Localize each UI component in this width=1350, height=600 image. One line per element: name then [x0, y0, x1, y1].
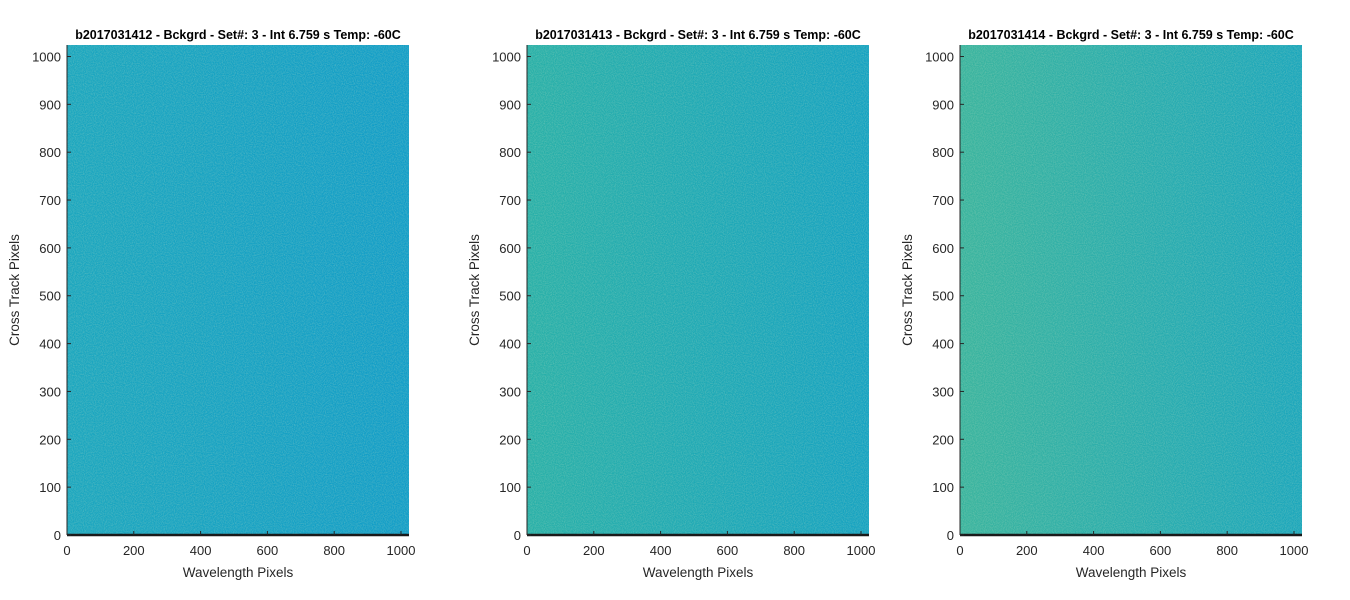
y-axis-label: Cross Track Pixels	[900, 234, 915, 346]
y-tick-label: 100	[499, 480, 521, 495]
x-tick-label: 600	[1150, 543, 1172, 558]
y-axis-label: Cross Track Pixels	[467, 234, 482, 346]
x-tick-label: 800	[1216, 543, 1238, 558]
y-tick-label: 300	[499, 384, 521, 399]
x-tick-label: 400	[1083, 543, 1105, 558]
chart-panel-3: 0 200 400 600 800 1000 0 100 200 300 400 500 600 700 8…	[900, 28, 1308, 580]
x-tick-label: 400	[190, 543, 212, 558]
x-tick-label: 200	[123, 543, 145, 558]
chart-title: b2017031413 - Bckgrd - Set#: 3 - Int 6.7…	[535, 28, 861, 42]
y-tick-label: 800	[39, 145, 61, 160]
x-tick-label: 800	[783, 543, 805, 558]
y-tick-label: 0	[947, 528, 954, 543]
x-tick-label: 600	[257, 543, 279, 558]
y-tick-label: 900	[39, 97, 61, 112]
heatmap-noise-texture	[960, 45, 1302, 535]
y-tick-label: 600	[499, 241, 521, 256]
y-tick-label: 400	[932, 337, 954, 352]
y-tick-label: 1000	[32, 49, 61, 64]
x-tick-label: 200	[1016, 543, 1038, 558]
x-tick-label: 1000	[387, 543, 416, 558]
x-tick-label: 600	[717, 543, 739, 558]
y-tick-label: 700	[932, 193, 954, 208]
y-tick-label: 300	[932, 384, 954, 399]
x-tick-label: 0	[523, 543, 530, 558]
y-tick-label: 0	[514, 528, 521, 543]
x-tick-label: 800	[323, 543, 345, 558]
y-tick-label: 400	[499, 337, 521, 352]
chart-panel-2: 0 200 400 600 800 1000 0 100 200 300 400 500 600 700 8…	[467, 28, 875, 580]
x-axis-label: Wavelength Pixels	[643, 565, 754, 580]
y-tick-label: 600	[39, 241, 61, 256]
x-tick-label: 400	[650, 543, 672, 558]
y-tick-label: 1000	[925, 49, 954, 64]
chart-title: b2017031414 - Bckgrd - Set#: 3 - Int 6.7…	[968, 28, 1294, 42]
x-tick-label: 0	[956, 543, 963, 558]
x-tick-label: 1000	[1280, 543, 1309, 558]
y-tick-label: 1000	[492, 49, 521, 64]
y-tick-label: 200	[39, 432, 61, 447]
heatmap-noise-texture	[527, 45, 869, 535]
y-tick-label: 100	[932, 480, 954, 495]
y-tick-label: 500	[39, 289, 61, 304]
y-tick-label: 500	[499, 289, 521, 304]
y-tick-label: 800	[499, 145, 521, 160]
y-tick-label: 800	[932, 145, 954, 160]
y-axis-label: Cross Track Pixels	[7, 234, 22, 346]
x-tick-label: 0	[63, 543, 70, 558]
x-tick-label: 200	[583, 543, 605, 558]
x-axis-label: Wavelength Pixels	[183, 565, 294, 580]
y-tick-label: 700	[499, 193, 521, 208]
y-tick-label: 200	[932, 432, 954, 447]
y-tick-label: 0	[54, 528, 61, 543]
y-tick-label: 900	[932, 97, 954, 112]
y-tick-label: 200	[499, 432, 521, 447]
y-tick-label: 700	[39, 193, 61, 208]
chart-title: b2017031412 - Bckgrd - Set#: 3 - Int 6.7…	[75, 28, 401, 42]
x-tick-label: 1000	[847, 543, 876, 558]
y-tick-label: 400	[39, 337, 61, 352]
y-tick-label: 600	[932, 241, 954, 256]
heatmap-noise-texture	[67, 45, 409, 535]
y-tick-label: 300	[39, 384, 61, 399]
chart-panel-1: 0 200 400 600 800 1000 0 100 200 300 400 500 600 700 8…	[7, 28, 415, 580]
y-tick-label: 500	[932, 289, 954, 304]
y-tick-label: 100	[39, 480, 61, 495]
x-axis-label: Wavelength Pixels	[1076, 565, 1187, 580]
y-tick-label: 900	[499, 97, 521, 112]
